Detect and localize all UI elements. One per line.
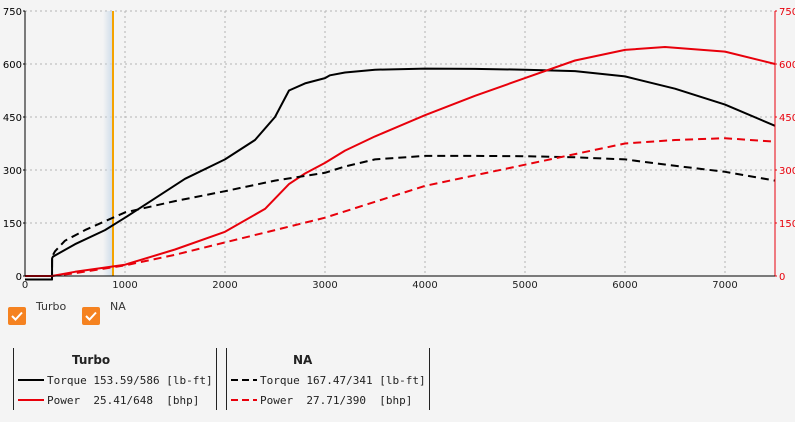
y-left-tick-label: 150 — [3, 219, 22, 230]
dashed-red-line-icon — [231, 399, 257, 401]
series-line-na_torque — [25, 154, 776, 281]
legend-na-title: NA — [293, 353, 313, 367]
legend-turbo-title: Turbo — [72, 353, 111, 367]
check-icon — [85, 311, 97, 321]
solid-red-line-icon — [18, 399, 44, 401]
legend-turbo-torque: Torque 153.59/586 [lb-ft] — [47, 373, 213, 387]
legend-turbo: Turbo Torque 153.59/586 [lb-ft] Power 25… — [13, 348, 217, 410]
legend-na-power-row: Power 27.71/390 [bhp] — [231, 393, 412, 407]
dashed-black-line-icon — [231, 379, 257, 381]
y-left-tick-label: 750 — [3, 7, 22, 18]
cursor-shade — [103, 11, 113, 276]
legend-na: NA Torque 167.47/341 [lb-ft] Power 27.71… — [226, 348, 430, 410]
plot-area — [25, 11, 775, 276]
x-tick-label: 2000 — [212, 280, 237, 291]
toggle-na-label: NA — [110, 300, 126, 313]
y-left-tick-label: 450 — [3, 113, 22, 124]
grid — [25, 10, 775, 276]
legend-na-power: Power 27.71/390 [bhp] — [260, 393, 413, 407]
y-right-tick-label: 150 — [779, 219, 795, 230]
rpm-cursor[interactable] — [103, 11, 114, 276]
x-tick-label: 3000 — [312, 280, 337, 291]
turbo-checkbox[interactable] — [8, 307, 26, 325]
na-checkbox[interactable] — [82, 307, 100, 325]
x-tick-label: 7000 — [712, 280, 737, 291]
legend-na-torque-row: Torque 167.47/341 [lb-ft] — [231, 373, 426, 387]
y-left-tick-label: 600 — [3, 60, 22, 71]
legend-turbo-power-row: Power 25.41/648 [bhp] — [18, 393, 199, 407]
legend-turbo-power: Power 25.41/648 [bhp] — [47, 393, 200, 407]
legend-turbo-torque-row: Torque 153.59/586 [lb-ft] — [18, 373, 213, 387]
y-right-tick-label: 600 — [779, 60, 795, 71]
y-right-tick-label: 300 — [779, 166, 795, 177]
x-tick-label: 4000 — [412, 280, 437, 291]
y-right-tick-label: 750 — [779, 7, 795, 18]
dyno-chart[interactable]: 0 1000 2000 3000 4000 5000 6000 700001503004506… — [0, 0, 795, 300]
legend-na-torque: Torque 167.47/341 [lb-ft] — [260, 373, 426, 387]
x-tick-label: 1000 — [112, 280, 137, 291]
series-group — [25, 46, 776, 281]
x-tick-label: 6000 — [612, 280, 637, 291]
x-tick-label: 0 — [22, 280, 28, 291]
series-line-turbo_power — [25, 46, 776, 277]
y-right-tick-label: 0 — [779, 272, 785, 283]
solid-black-line-icon — [18, 379, 44, 381]
series-line-na_power — [25, 137, 776, 277]
axes: 0 1000 2000 3000 4000 5000 6000 700001503004506… — [3, 7, 795, 291]
series-line-turbo_torque — [25, 67, 776, 281]
y-right-tick-label: 450 — [779, 113, 795, 124]
x-tick-label: 5000 — [512, 280, 537, 291]
toggle-turbo-label: Turbo — [36, 300, 67, 313]
check-icon — [11, 311, 23, 321]
y-left-tick-label: 300 — [3, 166, 22, 177]
y-left-tick-label: 0 — [16, 272, 22, 283]
